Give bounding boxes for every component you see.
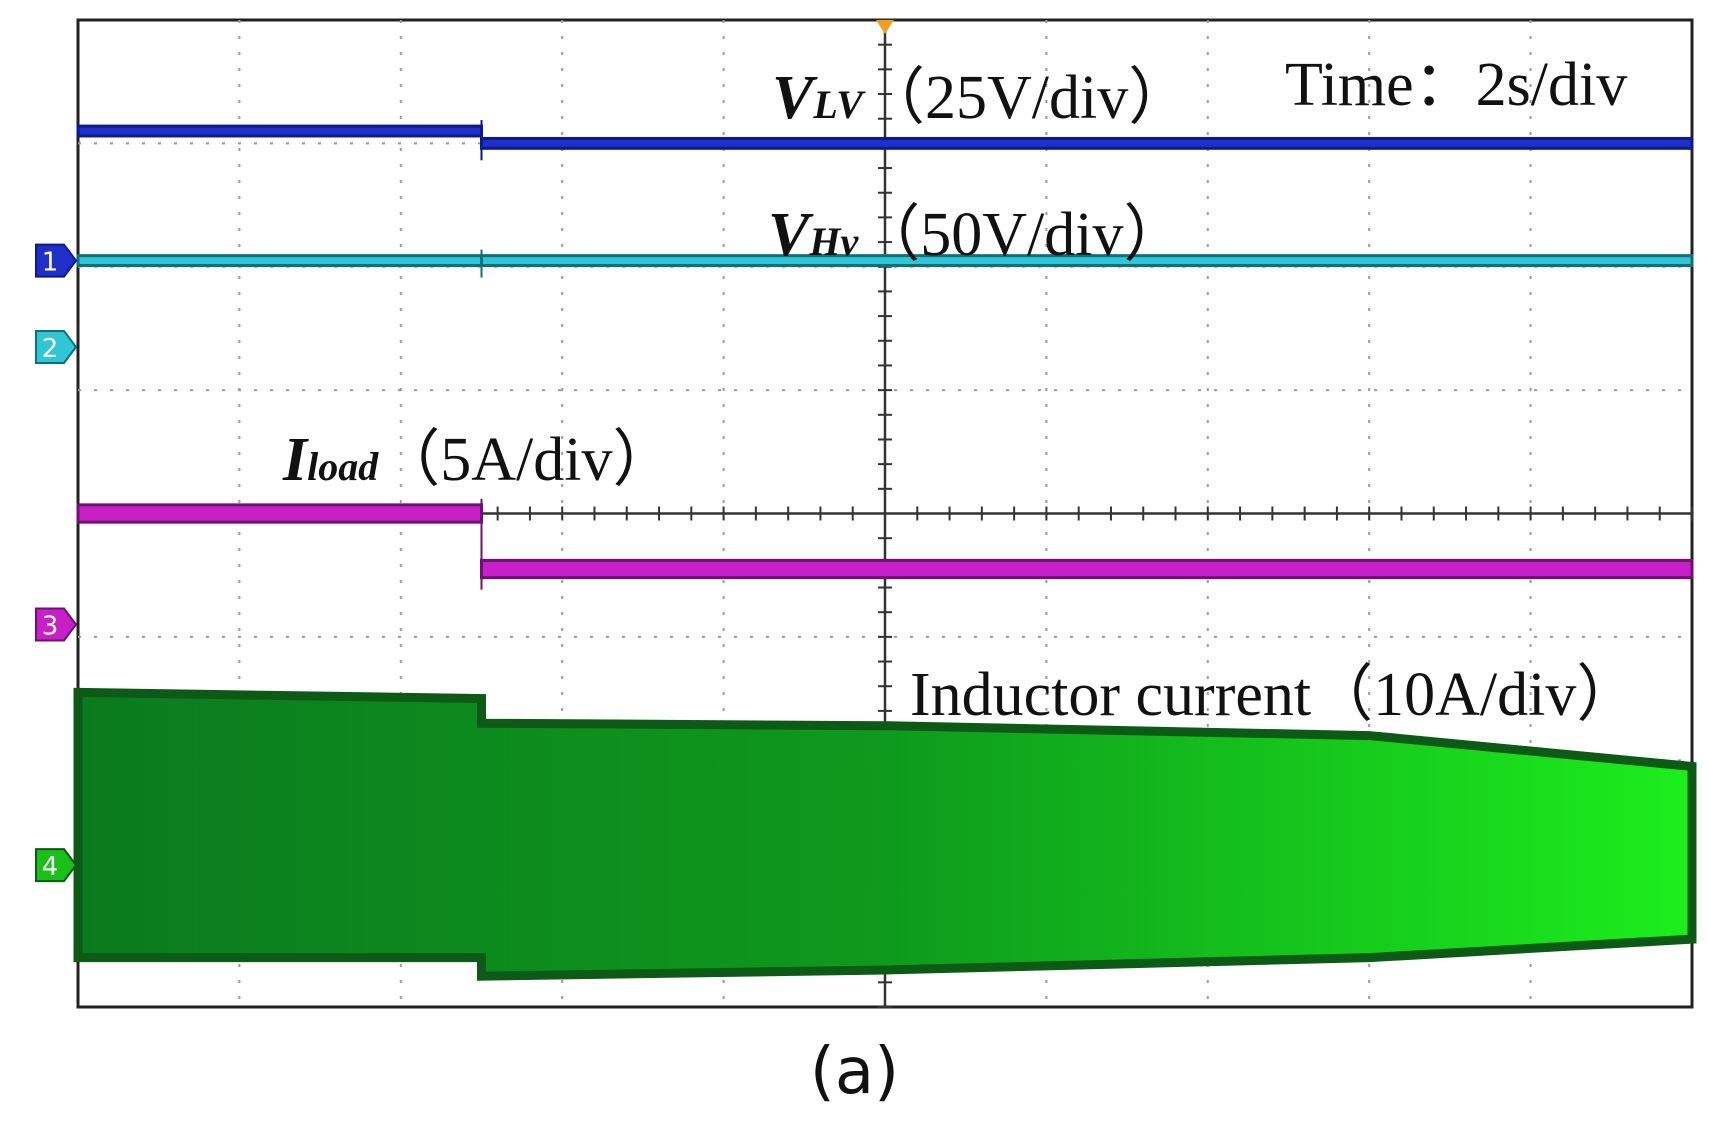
inductor-current-label: Inductor current（10A/div） bbox=[910, 661, 1638, 729]
channel-marker-arrow bbox=[35, 607, 78, 642]
trace-ch1-segment bbox=[76, 124, 483, 138]
channel-marker-number: 2 bbox=[42, 334, 59, 364]
channel-marker-arrow bbox=[35, 848, 78, 883]
channel-2-marker: 2 bbox=[35, 329, 78, 364]
channel-markers: 1 2 3 4 bbox=[35, 243, 78, 883]
channel-4-marker: 4 bbox=[35, 848, 78, 883]
trigger-marker bbox=[876, 20, 894, 34]
channel-marker-arrow bbox=[35, 329, 78, 364]
channel-marker-number: 1 bbox=[42, 248, 59, 278]
figure-caption: (a) bbox=[809, 1035, 900, 1109]
trace-ch3-segment bbox=[76, 503, 483, 524]
trace-ch3-segment bbox=[480, 558, 1694, 580]
channel-3-marker: 3 bbox=[35, 607, 78, 642]
trace-labels: VLV（25V/div） VHv（50V/div） Iload（5A/div） … bbox=[282, 51, 1638, 729]
channel-1-marker: 1 bbox=[35, 243, 78, 278]
channel-marker-number: 3 bbox=[42, 612, 59, 642]
time-scale-label: Time：2s/div bbox=[1285, 51, 1627, 119]
trace-ch1-segment bbox=[480, 136, 1694, 150]
vhv-label: VHv（50V/div） bbox=[768, 201, 1185, 269]
trace-ch2-segment bbox=[76, 254, 483, 268]
channel-marker-number: 4 bbox=[42, 852, 59, 882]
vlv-label: VLV（25V/div） bbox=[772, 64, 1190, 132]
scope-traces bbox=[73, 120, 1697, 981]
channel-marker-arrow bbox=[35, 243, 78, 278]
trace-ch4-envelope bbox=[73, 687, 1697, 981]
iload-label: Iload（5A/div） bbox=[282, 426, 675, 494]
